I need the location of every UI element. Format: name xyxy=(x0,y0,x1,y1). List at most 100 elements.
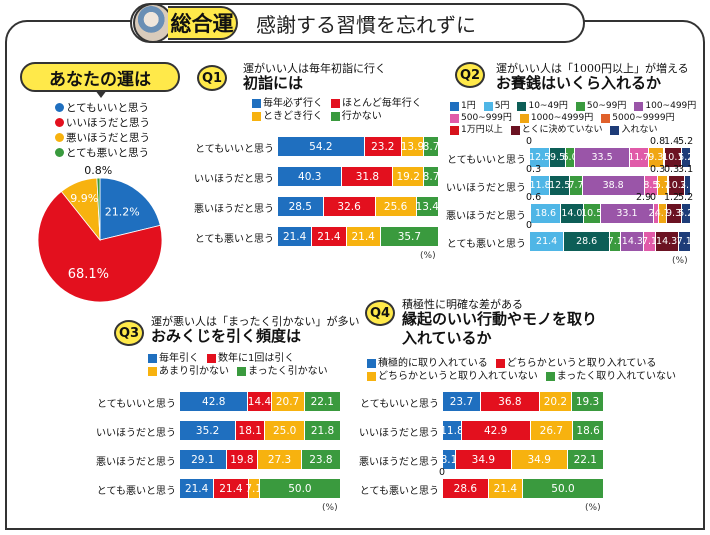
unit-label: (%) xyxy=(420,251,436,261)
bar-segment: 14.4 xyxy=(248,392,272,411)
bar-value-label: 26.7 xyxy=(539,424,564,437)
legend-item: 1万円以上 xyxy=(450,124,503,136)
bar-value-label: 18.6 xyxy=(534,208,557,219)
bar-small-value-label: 2.9 xyxy=(636,192,652,203)
bar-value-label: 20.7 xyxy=(275,395,300,408)
bar-value-label: 31.8 xyxy=(355,170,380,183)
legend-label: 数年に1回は引く xyxy=(218,353,295,364)
bar-value-label: 23.2 xyxy=(371,140,395,153)
bar-segment: 38.8 xyxy=(582,176,645,195)
legend-swatch xyxy=(55,148,64,157)
bar-segment: 27.3 xyxy=(258,450,302,469)
legend-item: ほとんど毎年行く xyxy=(331,97,422,110)
bar-segment: 54.2 xyxy=(278,137,365,156)
bar-segment: 50.0 xyxy=(522,479,603,498)
pie-label: 0.8% xyxy=(84,164,112,177)
bar-value-label: 34.9 xyxy=(471,453,496,466)
q4-title-line2: 入れているか xyxy=(402,329,492,347)
bar-value-label: 21.4 xyxy=(184,482,209,495)
bar-value-label: 21.8 xyxy=(310,424,335,437)
bar-value-label: 36.8 xyxy=(498,395,522,408)
legend-swatch xyxy=(519,113,529,123)
legend-item: 10~49円 xyxy=(517,100,568,112)
legend-row: 500~999円 1000~4999円 5000~9999円 xyxy=(450,112,696,124)
bar-value-label: 21.4 xyxy=(493,482,518,495)
bar-segment: 11.8 xyxy=(529,176,551,195)
bar-value-label: 10.5 xyxy=(581,208,603,219)
legend-swatch xyxy=(252,112,261,121)
legend-label: 1円 xyxy=(461,101,476,111)
bar-value-label: 11.8 xyxy=(440,424,464,437)
pie-label: 21.2% xyxy=(105,206,140,219)
row-label: とてもいいと思う xyxy=(447,155,526,166)
bar-value-label: 5.2 xyxy=(678,152,694,163)
bar-value-label: 13.4 xyxy=(415,200,439,213)
bar-segment xyxy=(663,148,666,167)
bar-value-label: 14.0 xyxy=(561,208,583,219)
bar-value-label: 34.9 xyxy=(527,453,551,466)
bar-value-label: 38.8 xyxy=(602,180,624,191)
bar-segment: 8.1 xyxy=(441,450,457,469)
bar-value-label: 7.1 xyxy=(245,482,263,495)
bar-value-label: 11.7 xyxy=(628,152,650,163)
bar-segment: 19.3 xyxy=(572,392,603,411)
bar-value-label: 21.4 xyxy=(219,482,243,495)
legend-row: ときどき行く 行かない xyxy=(252,110,422,123)
bar-value-label: 33.1 xyxy=(616,208,638,219)
bar-segment: 28.5 xyxy=(278,197,324,216)
pie-legend-item: とても悪いと思う xyxy=(55,145,150,160)
legend-swatch xyxy=(510,125,520,135)
bar-value-label: 6.0 xyxy=(562,152,578,163)
legend-item: 数年に1回は引く xyxy=(207,352,294,365)
bar-value-label: 4.7 xyxy=(654,208,670,219)
row-label: とても悪いと思う xyxy=(194,234,274,245)
bar-segment: 7.7 xyxy=(568,176,584,195)
q1-subtitle: 運がいい人は毎年初詣に行く xyxy=(243,62,386,75)
bar-segment: 9.3 xyxy=(666,204,682,223)
legend-item: 1円 xyxy=(450,100,476,112)
legend-row: 1円 5円 10~49円 50~99円 100~499円 xyxy=(450,100,696,112)
stacked-bar: 29.1 19.8 27.3 23.8 xyxy=(180,450,340,469)
bar-segment: 19.2 xyxy=(393,167,425,186)
bar-value-label: 14.3 xyxy=(656,236,678,247)
q4-badge: Q4 xyxy=(365,300,395,326)
bar-segment: 8.7 xyxy=(422,167,440,186)
bar-value-label: 7.7 xyxy=(568,180,584,191)
legend-row: 1万円以上 とくに決めていない 入れない xyxy=(450,124,696,136)
bar-segment: 33.5 xyxy=(575,148,630,167)
legend-item: 積極的に取り入れている xyxy=(367,357,488,370)
pie-legend-item: とてもいいと思う xyxy=(55,100,150,115)
row-label: とても悪いと思う xyxy=(96,486,176,497)
bar-segment: 3.1 xyxy=(680,176,695,195)
legend-label: 1万円以上 xyxy=(461,125,503,135)
legend-row: 積極的に取り入れている どちらかというと取り入れている xyxy=(367,357,676,370)
bar-segment: 11.7 xyxy=(628,148,650,167)
legend-item: 100~499円 xyxy=(634,100,696,112)
bar-segment: 6.0 xyxy=(562,148,578,167)
stacked-bar: 21.4 28.6 7.1 14.3 7.1 14.3 7.1 xyxy=(530,232,692,251)
bar-segment: 13.9 xyxy=(401,137,424,156)
bar-segment: 20.7 xyxy=(271,392,305,411)
bar-value-label: 42.8 xyxy=(202,395,226,408)
bar-value-label: 18.6 xyxy=(576,424,600,437)
bar-segment: 21.4 xyxy=(530,232,565,251)
bar-value-label: 19.8 xyxy=(230,453,254,466)
legend-item: 50~99円 xyxy=(575,100,626,112)
bar-value-label: 8.7 xyxy=(422,170,440,183)
row-label: 悪いほうだと思う xyxy=(96,457,176,468)
row-label: とてもいいと思う xyxy=(360,399,439,410)
bar-value-label: 35.2 xyxy=(195,424,220,437)
legend-item: どちらかというと取り入れていない xyxy=(367,370,538,383)
bar-value-label: 10.2 xyxy=(665,180,687,191)
legend-item: 1000~4999円 xyxy=(519,112,593,124)
legend-swatch xyxy=(517,101,527,111)
legend-item: 5円 xyxy=(483,100,509,112)
bar-value-label: 9.3 xyxy=(648,152,664,163)
bar-segment: 21.4 xyxy=(214,479,249,498)
bar-value-label: 12.5 xyxy=(529,152,551,163)
stacked-bar: 12.5 9.5 6.0 33.5 11.7 9.3 10.1 5.2 xyxy=(529,148,694,167)
bar-value-label: 2.9 xyxy=(648,208,664,219)
legend-item: まったく引かない xyxy=(237,365,328,378)
bar-segment: 9.3 xyxy=(648,148,664,167)
bar-segment xyxy=(667,176,669,195)
